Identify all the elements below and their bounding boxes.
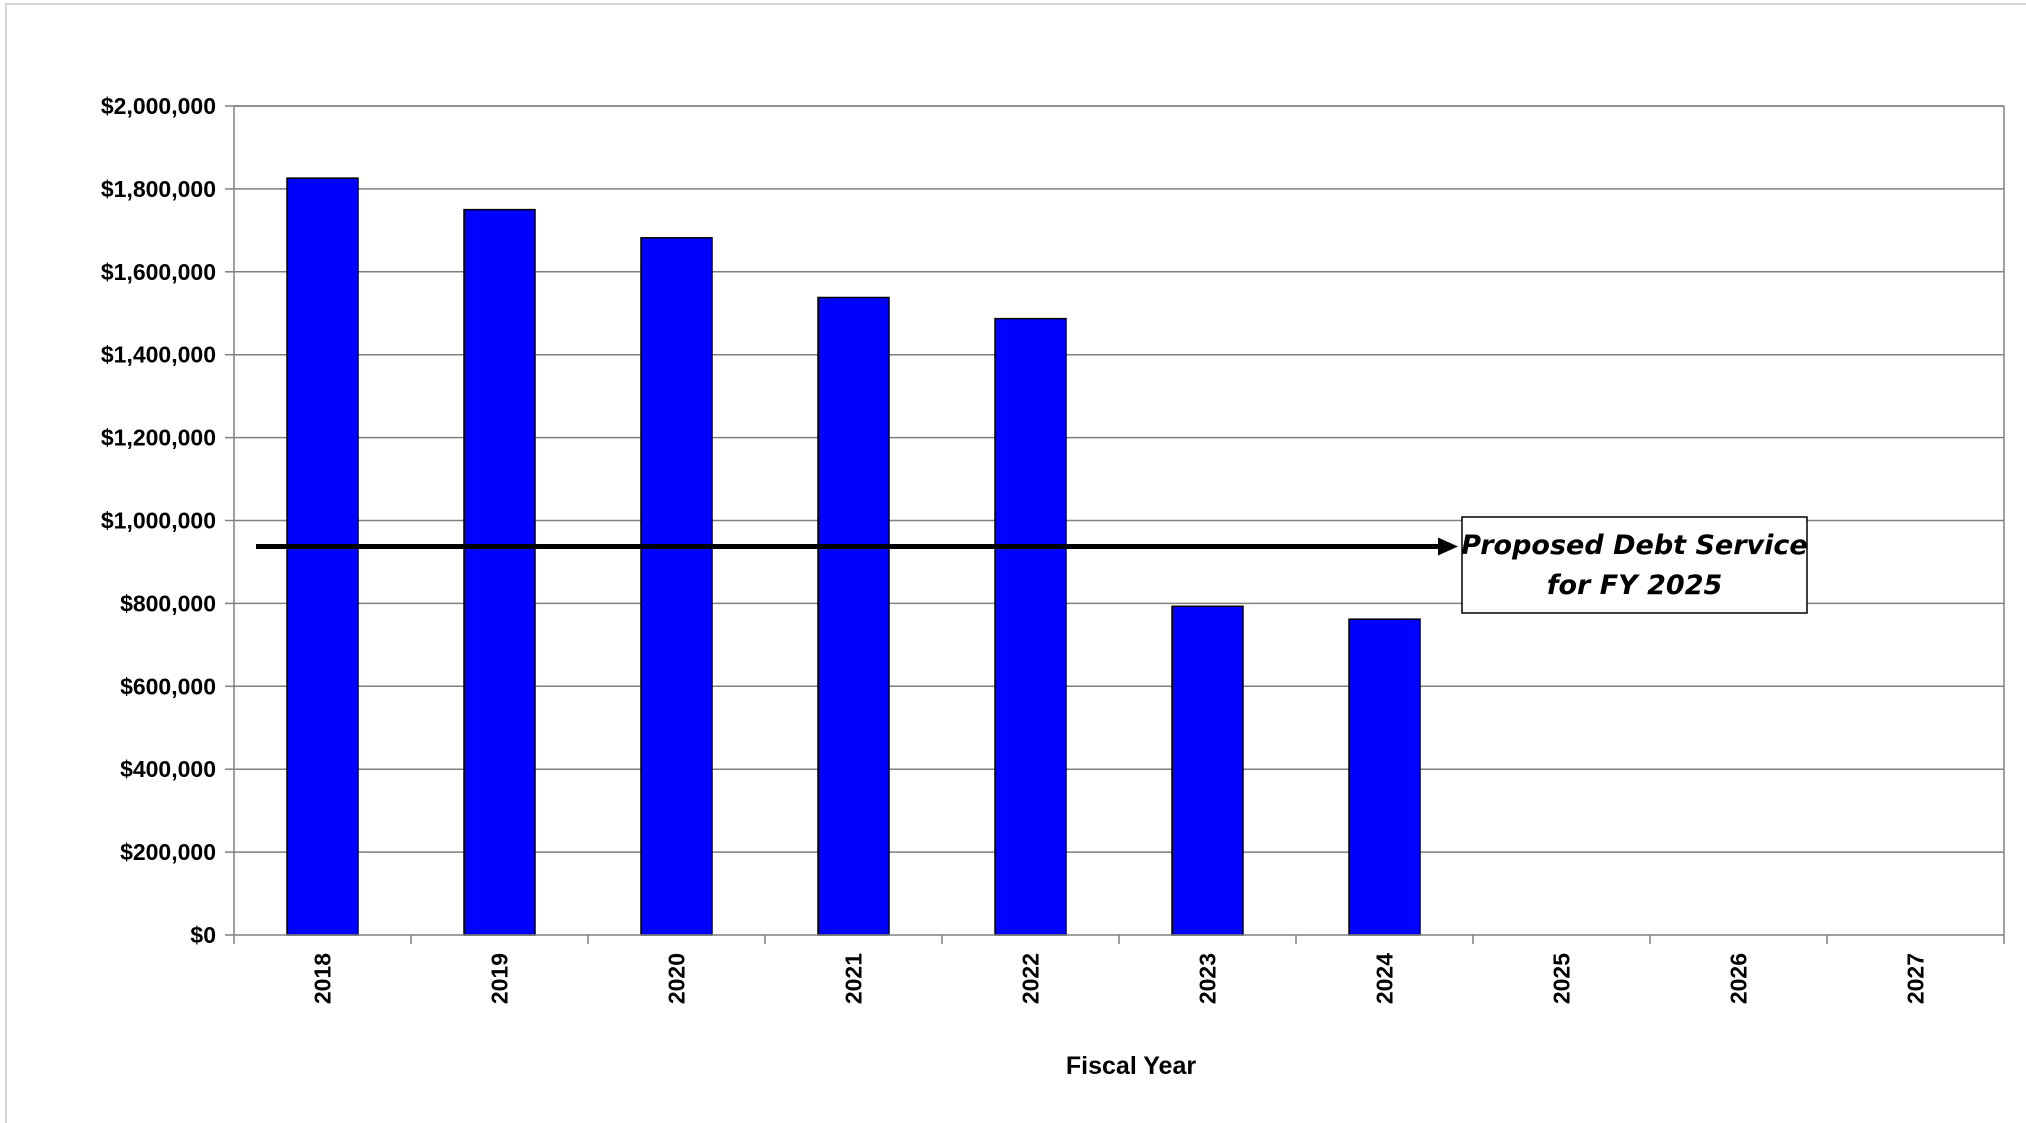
y-tick-labels: $0 $200,000 $400,000 $600,000 $800,000 $1,000… [101, 93, 234, 948]
x-tick-label: 2021 [841, 953, 867, 1004]
callout-box [1461, 516, 1808, 614]
bar-2020 [640, 237, 713, 936]
y-tick-label: $2,000,000 [101, 93, 216, 119]
x-tick-label: 2024 [1372, 953, 1398, 1004]
x-tick-label: 2025 [1549, 953, 1575, 1004]
y-tick-label: $600,000 [120, 673, 216, 699]
x-tick-labels: 2018 2019 2020 2021 2022 2023 2024 2025 2026 2027 [233, 935, 2005, 1004]
x-tick-label: 2023 [1195, 953, 1221, 1004]
bar-2019 [463, 208, 536, 936]
bars [286, 177, 1421, 936]
y-tick-label: $1,000,000 [101, 508, 216, 534]
y-tick-label: $1,600,000 [101, 259, 216, 285]
x-tick-label: 2019 [487, 953, 513, 1004]
bar-2024 [1348, 618, 1421, 936]
bar-2022 [994, 317, 1067, 936]
bar-2023 [1171, 605, 1244, 936]
y-tick-label: $1,800,000 [101, 176, 216, 202]
arrow-head [1438, 537, 1458, 556]
x-tick-label: 2020 [664, 953, 690, 1004]
x-axis-title: Fiscal Year [1066, 1052, 1196, 1080]
gridlines [234, 105, 2004, 853]
y-tick-label: $800,000 [120, 590, 216, 616]
y-tick-label: $200,000 [120, 839, 216, 865]
x-tick-label: 2022 [1018, 953, 1044, 1004]
callout-text-line: for FY 2025 [1547, 570, 1723, 601]
bar-2021 [817, 296, 890, 936]
x-tick-label: 2027 [1903, 953, 1929, 1004]
x-tick-label: 2026 [1726, 953, 1752, 1004]
bar-2018 [286, 177, 359, 936]
callout-text-line: Proposed Debt Service [1461, 530, 1807, 561]
x-tick-label: 2018 [310, 953, 336, 1004]
y-tick-label: $1,400,000 [101, 342, 216, 368]
y-tick-label: $0 [190, 922, 216, 948]
annotation: Proposed Debt Service for FY 2025 [256, 516, 1808, 614]
y-tick-label: $400,000 [120, 756, 216, 782]
y-tick-label: $1,200,000 [101, 425, 216, 451]
